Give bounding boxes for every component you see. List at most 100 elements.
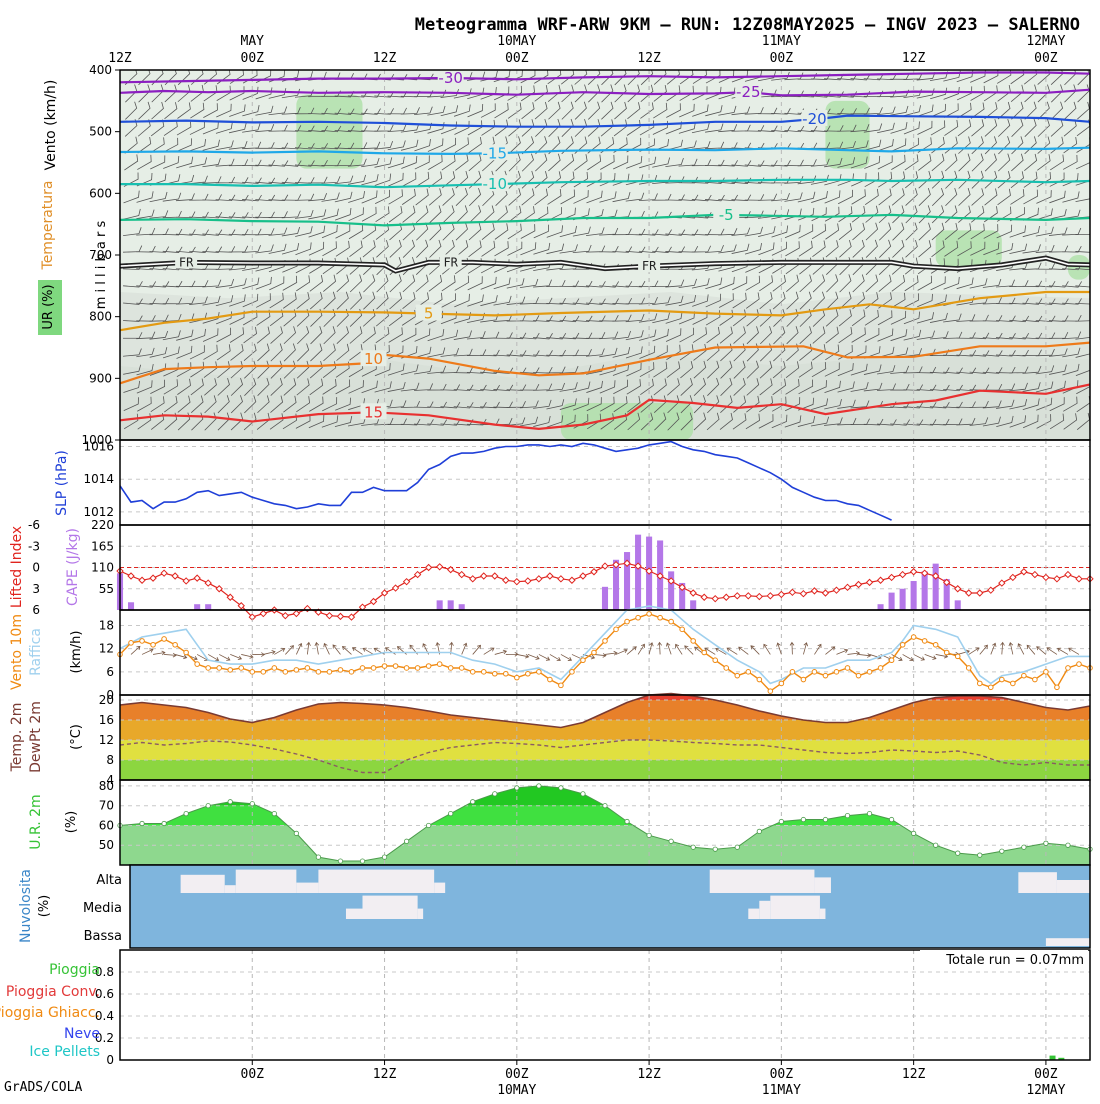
top-time-label: 00Z: [770, 51, 794, 66]
bottom-time-label: 00Z: [241, 1067, 265, 1082]
wind-barb: [759, 378, 773, 396]
wind-barb: [733, 343, 746, 362]
wind-barb: [691, 278, 710, 289]
wind-barb: [415, 171, 430, 188]
wind-barb: [414, 365, 433, 375]
wind-barb: [1022, 244, 1041, 254]
wind-barb: [863, 418, 884, 426]
wind-direction-arrow: [648, 642, 654, 655]
wind-barb: [123, 298, 143, 305]
rh-marker: [381, 854, 388, 860]
wind-barb: [376, 239, 389, 258]
wind-marker: [910, 634, 917, 640]
wind-barb: [376, 257, 389, 276]
cape-bar: [612, 559, 620, 610]
wind-barb: [1022, 298, 1043, 305]
wind-barb: [321, 142, 342, 150]
wind-direction-arrow: [483, 647, 495, 655]
wind-barb: [916, 419, 937, 426]
freezing-level-label: FR: [443, 255, 458, 269]
wind-barb: [559, 315, 580, 323]
wind-barb: [177, 102, 191, 119]
wind-barb: [520, 224, 536, 239]
rh-marker: [933, 842, 939, 848]
isoline-label-bg: [735, 83, 762, 100]
wind-barb: [878, 222, 892, 241]
wind-barb: [149, 314, 169, 322]
wind-barb: [361, 174, 379, 186]
wind-barb: [812, 291, 825, 310]
wind-barb: [1075, 330, 1090, 340]
wind-barb: [943, 103, 959, 118]
wind-barb: [890, 310, 907, 325]
lifted-index-marker: [182, 577, 190, 585]
wind-barb: [625, 330, 644, 341]
wind-barb: [890, 401, 910, 409]
wind-barb: [521, 188, 535, 206]
wind-barb: [348, 191, 365, 203]
wind-barb: [997, 153, 1011, 172]
wind-marker: [624, 618, 630, 625]
wind-barb: [230, 412, 244, 431]
wind-barb: [863, 382, 883, 392]
wind-barb: [176, 156, 194, 169]
wind-barb: [162, 330, 181, 341]
wind-barb: [335, 379, 351, 395]
wind-barb: [322, 379, 337, 395]
wind-barb: [665, 279, 685, 288]
wind-barb: [162, 280, 183, 288]
wind-barb: [374, 108, 394, 115]
wind-marker: [161, 636, 167, 642]
wind-marker: [999, 676, 1005, 683]
wind-marker: [822, 672, 829, 679]
wind-barb: [958, 136, 971, 154]
rh-marker: [448, 811, 454, 817]
wind-barb: [138, 101, 151, 120]
wind-direction-arrow: [593, 653, 607, 658]
wind-barb: [123, 208, 141, 220]
wind-barb: [136, 298, 156, 305]
wind-barb: [1010, 189, 1025, 205]
wind-direction-arrow: [1026, 644, 1036, 655]
wind-direction-arrow: [175, 654, 188, 660]
wind-barb: [136, 281, 157, 288]
wind-barb: [600, 396, 615, 412]
cloud-cover-block: [235, 869, 297, 893]
lifted-index-marker: [689, 589, 697, 597]
wind-barb: [585, 281, 606, 288]
wind-barb: [559, 244, 578, 254]
wind-barb: [1036, 397, 1053, 411]
wind-barb: [257, 343, 270, 362]
wind-barb: [455, 188, 468, 206]
wind-barb: [1035, 280, 1056, 288]
wind-barb: [136, 380, 153, 394]
wind-barb: [612, 246, 633, 253]
wind-barb: [1037, 70, 1051, 85]
y-tick-label: 4: [106, 773, 114, 787]
wind-barb: [242, 123, 261, 133]
wind-barb: [585, 315, 606, 322]
slp-axis-label: SLP (hPa): [54, 450, 70, 516]
bottom-time-label: 12Z: [373, 1067, 397, 1082]
wind-barb: [810, 174, 829, 185]
wind-barb: [982, 367, 1003, 374]
wind-barb: [334, 415, 353, 428]
wind-barb: [572, 315, 593, 323]
y-tick-label: 1000: [81, 433, 112, 447]
wind-barb: [283, 360, 296, 379]
wind-barb: [784, 192, 803, 202]
wind-barb: [493, 86, 510, 101]
y-tick-label: 16: [99, 713, 114, 727]
wind-barb: [454, 137, 469, 153]
wind-barb: [546, 225, 564, 238]
wind-barb: [586, 380, 603, 393]
wind-barb: [559, 280, 580, 288]
wind-barb: [745, 275, 761, 291]
wind-marker: [326, 669, 333, 675]
wind-barb: [414, 328, 431, 342]
wind-barb: [785, 241, 800, 257]
wind-barb: [786, 291, 799, 310]
wind-barb: [903, 121, 920, 135]
lifted-index-marker: [976, 589, 984, 597]
wind-barb: [1075, 155, 1090, 170]
